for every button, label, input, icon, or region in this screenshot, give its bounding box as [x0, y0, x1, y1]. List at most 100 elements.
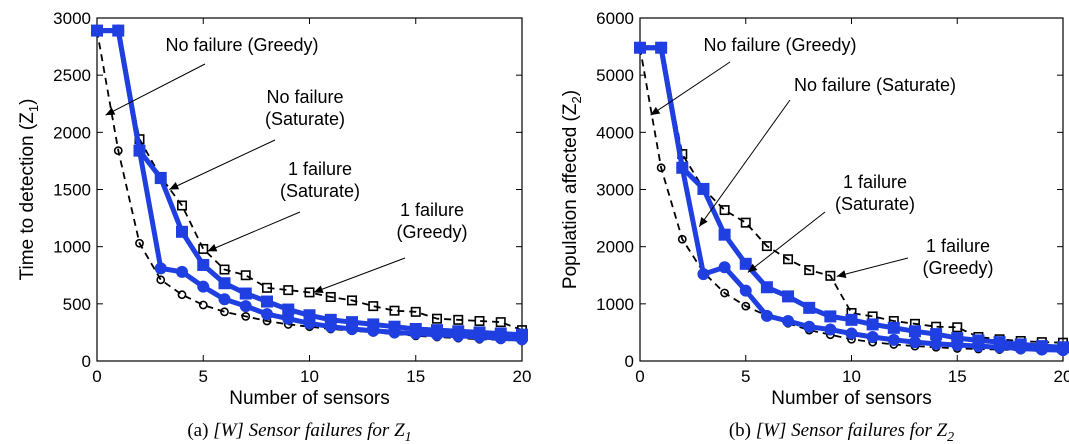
figure-caption: (a) [W] Sensor failures for Z1 [187, 420, 411, 444]
data-point [740, 217, 751, 228]
data-point [760, 309, 773, 322]
data-point [135, 238, 144, 248]
data-point [1014, 338, 1027, 351]
annotation-fail_greedy: 1 failure (Greedy) [313, 200, 468, 293]
data-point [410, 306, 421, 317]
annotation-arrow [207, 211, 301, 252]
data-point [516, 328, 528, 341]
annotation-nofail_saturate: No failure (Saturate) [169, 87, 345, 190]
arrowhead-icon [169, 182, 180, 190]
data-point [346, 295, 357, 306]
annotation-label: 1 failure (Greedy) [922, 236, 993, 278]
data-point [176, 225, 188, 238]
annotation-fail_greedy: 1 failure (Greedy) [836, 236, 994, 279]
data-point [133, 144, 146, 157]
data-point [908, 336, 921, 349]
data-point [431, 313, 442, 324]
data-point [908, 325, 921, 338]
annotation-arrow [105, 63, 206, 116]
data-point [845, 327, 858, 340]
data-point [113, 146, 123, 156]
data-point [866, 330, 879, 343]
data-point [389, 305, 400, 316]
data-point [239, 287, 252, 300]
series-line [96, 30, 523, 342]
chart-panel-2: 0 5 10 15 20 0 1000 2000 3000 4000 5000 6000 Number … [560, 9, 1069, 444]
data-point [824, 323, 837, 336]
data-point [760, 281, 773, 294]
annotation-fail_saturate: 1 failure (Saturate) [207, 159, 360, 252]
data-point [719, 205, 730, 216]
annotation-label: No failure (Saturate) [794, 75, 956, 95]
annotation-label: No failure (Saturate) [265, 87, 345, 129]
data-point [177, 290, 187, 300]
x-tick-label: 5 [199, 367, 208, 386]
chart-panel-1: 0 5 10 15 20 0 500 1000 1500 2000 2500 3000 Number o… [17, 9, 531, 444]
data-point [154, 262, 167, 275]
y-tick-label: 2000 [53, 123, 91, 142]
data-point [1057, 341, 1069, 354]
data-point [388, 320, 401, 333]
data-point [303, 309, 316, 322]
annotation-arrow [169, 139, 276, 190]
data-point [198, 243, 209, 254]
x-tick-label: 5 [741, 367, 750, 386]
arrowhead-icon [207, 244, 218, 252]
data-point [887, 321, 900, 334]
y-tick-label: 1000 [53, 238, 91, 257]
annotation-fail_saturate: 1 failure (Saturate) [747, 172, 915, 273]
data-point [282, 303, 295, 316]
data-point [282, 312, 295, 325]
data-point [197, 258, 210, 271]
annotation-label: No failure (Greedy) [165, 35, 318, 55]
y-tick-label: 5000 [596, 66, 634, 85]
y-axis-label: Population affected (Z2) [560, 90, 584, 289]
y-tick-label: 0 [82, 352, 91, 371]
data-point [845, 313, 858, 326]
figure-caption: (b) [W] Sensor failures for Z2 [729, 420, 954, 444]
x-axis-label: Number of sensors [771, 388, 932, 409]
data-point [697, 268, 710, 281]
data-point [824, 310, 837, 323]
data-point [1035, 340, 1048, 353]
arrowhead-icon [747, 263, 758, 273]
data-point [261, 295, 273, 308]
data-point [676, 161, 689, 174]
annotation-nofail_greedy: No failure (Greedy) [650, 35, 857, 116]
y-tick-label: 2500 [53, 66, 91, 85]
x-tick-label: 0 [92, 367, 101, 386]
arrowhead-icon [836, 270, 847, 279]
data-point [993, 336, 1006, 349]
y-tick-label: 500 [63, 295, 91, 314]
data-point [325, 291, 336, 302]
data-point [677, 234, 687, 244]
data-point [261, 308, 273, 321]
data-point [495, 317, 506, 328]
annotation-arrow [313, 257, 406, 293]
data-point [368, 301, 379, 312]
arrowhead-icon [699, 217, 708, 227]
series-line [97, 29, 523, 331]
data-point [176, 265, 188, 278]
x-tick-label: 0 [635, 367, 644, 386]
y-tick-label: 4000 [596, 123, 634, 142]
data-point [951, 332, 964, 345]
data-point [634, 41, 646, 54]
y-axis-label: Time to detection (Z1) [17, 99, 41, 281]
data-point [367, 318, 380, 331]
data-point [803, 301, 816, 314]
annotation-nofail_saturate: No failure (Saturate) [698, 75, 956, 227]
data-point [825, 270, 836, 281]
data-point [741, 301, 751, 311]
data-point [473, 326, 486, 339]
data-point [656, 163, 666, 173]
data-point [241, 312, 251, 321]
data-point [720, 288, 729, 298]
data-point [409, 322, 422, 335]
x-tick-label: 20 [513, 367, 532, 386]
data-point [431, 324, 443, 337]
y-tick-label: 2000 [596, 238, 634, 257]
data-point [697, 182, 710, 195]
data-point [952, 322, 963, 333]
